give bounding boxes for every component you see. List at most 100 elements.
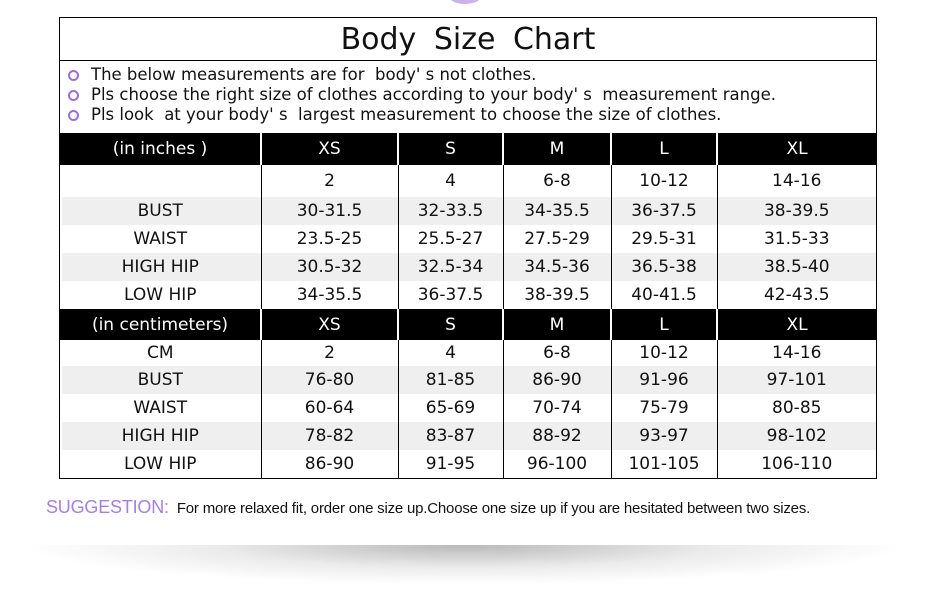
table-row: LOW HIP 34-35.5 36-37.5 38-39.5 40-41.5 42-43… [60, 281, 876, 309]
cell: 106-110 [716, 450, 876, 478]
circle-bullet-icon [68, 109, 79, 121]
cell: 30-31.5 [260, 197, 398, 225]
decorative-mark [448, 0, 482, 4]
cell: 65-69 [397, 394, 503, 422]
row-label: LOW HIP [123, 285, 197, 305]
cell: 40-41.5 [610, 281, 717, 309]
cell: 34.5-36 [502, 253, 611, 281]
cell: 4 [397, 165, 503, 197]
cell: M [502, 309, 611, 340]
table-row: CM 2 4 6-8 10-12 14-16 [60, 340, 876, 366]
cell: 96-100 [502, 450, 611, 478]
cell: 14-16 [716, 165, 876, 197]
note-text: Pls choose the right size of clothes acc… [91, 85, 776, 104]
cell: 30.5-32 [260, 253, 398, 281]
cell: L [610, 133, 717, 165]
circle-bullet-icon [68, 89, 79, 101]
cell: 36-37.5 [610, 197, 717, 225]
cell: 42-43.5 [716, 281, 876, 309]
cell: 91-96 [610, 366, 717, 394]
cell: 25.5-27 [397, 225, 503, 253]
notes: The below measurements are for body' s n… [60, 61, 876, 133]
cell: 38.5-40 [716, 253, 876, 281]
table-row: WAIST 23.5-25 25.5-27 27.5-29 29.5-31 31.5-33 [60, 225, 876, 253]
cell: 78-82 [260, 422, 398, 450]
cell: 29.5-31 [610, 225, 717, 253]
cell: 36-37.5 [397, 281, 503, 309]
table-row: LOW HIP 86-90 91-95 96-100 101-105 106-110 [60, 450, 876, 478]
cell: 36.5-38 [610, 253, 717, 281]
cell: 10-12 [610, 340, 717, 366]
cell: 97-101 [716, 366, 876, 394]
suggestion-text: For more relaxed fit, order one size up.… [176, 500, 811, 517]
note: The below measurements are for body' s n… [68, 65, 876, 85]
row-label: BUST [60, 366, 261, 394]
cell: XS [260, 309, 398, 340]
note-text: The below measurements are for body' s n… [91, 65, 537, 84]
cell: 2 [260, 165, 398, 197]
cell: 75-79 [610, 394, 717, 422]
table-row: WAIST 60-64 65-69 70-74 75-79 80-85 [60, 394, 876, 422]
cell: XL [716, 309, 876, 340]
row-label: WAIST [133, 398, 188, 418]
chart-title: Body Size Chart [60, 18, 876, 61]
suggestion: SUGGESTION: For more relaxed fit, order o… [46, 497, 810, 518]
cell: 91-95 [397, 450, 503, 478]
header-row: (in inches ) XS S M L XL [60, 133, 876, 165]
cell: XS [260, 133, 398, 165]
cell: 86-90 [502, 366, 611, 394]
cell: 38-39.5 [502, 281, 611, 309]
table-row: HIGH HIP 30.5-32 32.5-34 34.5-36 36.5-38 38.5… [60, 253, 876, 281]
cell: 93-97 [610, 422, 717, 450]
table-row: BUST 30-31.5 32-33.5 34-35.5 36-37.5 38-39.5 [60, 197, 876, 225]
row-label: HIGH HIP [60, 253, 261, 281]
cell: 83-87 [397, 422, 503, 450]
table-row: HIGH HIP 78-82 83-87 88-92 93-97 98-102 [60, 422, 876, 450]
cell: 80-85 [716, 394, 876, 422]
cell: 27.5-29 [502, 225, 611, 253]
cell: 101-105 [610, 450, 717, 478]
cell: 2 [260, 340, 398, 366]
table-row: 2 4 6-8 10-12 14-16 [60, 165, 876, 197]
row-label: (in centimeters) [60, 309, 261, 340]
cell: 32.5-34 [397, 253, 503, 281]
note: Pls choose the right size of clothes acc… [68, 85, 876, 105]
cell: M [502, 133, 611, 165]
cell: S [397, 309, 503, 340]
cell: 10-12 [610, 165, 717, 197]
cell: 31.5-33 [716, 225, 876, 253]
cell: XL [716, 133, 876, 165]
cell: 23.5-25 [260, 225, 398, 253]
cell: 34-35.5 [260, 281, 398, 309]
cell: 4 [397, 340, 503, 366]
note-text: Pls look at your body' s largest measure… [91, 105, 722, 124]
cell: 38-39.5 [716, 197, 876, 225]
cell: 81-85 [397, 366, 503, 394]
row-label: LOW HIP [123, 454, 197, 474]
size-table: (in inches ) XS S M L XL 2 4 6-8 10-12 14-16 BUST 30… [60, 133, 876, 478]
row-label [60, 165, 261, 197]
cell: 34-35.5 [502, 197, 611, 225]
row-label: BUST [60, 197, 261, 225]
row-label: (in inches ) [60, 133, 261, 165]
cell: S [397, 133, 503, 165]
row-label: WAIST [133, 229, 188, 249]
header-row: (in centimeters) XS S M L XL [60, 309, 876, 340]
cell: 86-90 [260, 450, 398, 478]
table-row: BUST 76-80 81-85 86-90 91-96 97-101 [60, 366, 876, 394]
cell: 76-80 [260, 366, 398, 394]
shadow-decoration [20, 545, 910, 585]
cell: 32-33.5 [397, 197, 503, 225]
cell: 88-92 [502, 422, 611, 450]
size-chart: Body Size Chart The below measurements a… [59, 17, 877, 479]
row-label: HIGH HIP [60, 422, 261, 450]
cell: 6-8 [502, 165, 611, 197]
suggestion-label: SUGGESTION: [46, 497, 169, 517]
cell: 70-74 [502, 394, 611, 422]
row-label: CM [146, 343, 174, 363]
cell: 60-64 [260, 394, 398, 422]
cell: 14-16 [716, 340, 876, 366]
cell: 98-102 [716, 422, 876, 450]
note: Pls look at your body' s largest measure… [68, 105, 876, 125]
circle-bullet-icon [68, 69, 79, 81]
